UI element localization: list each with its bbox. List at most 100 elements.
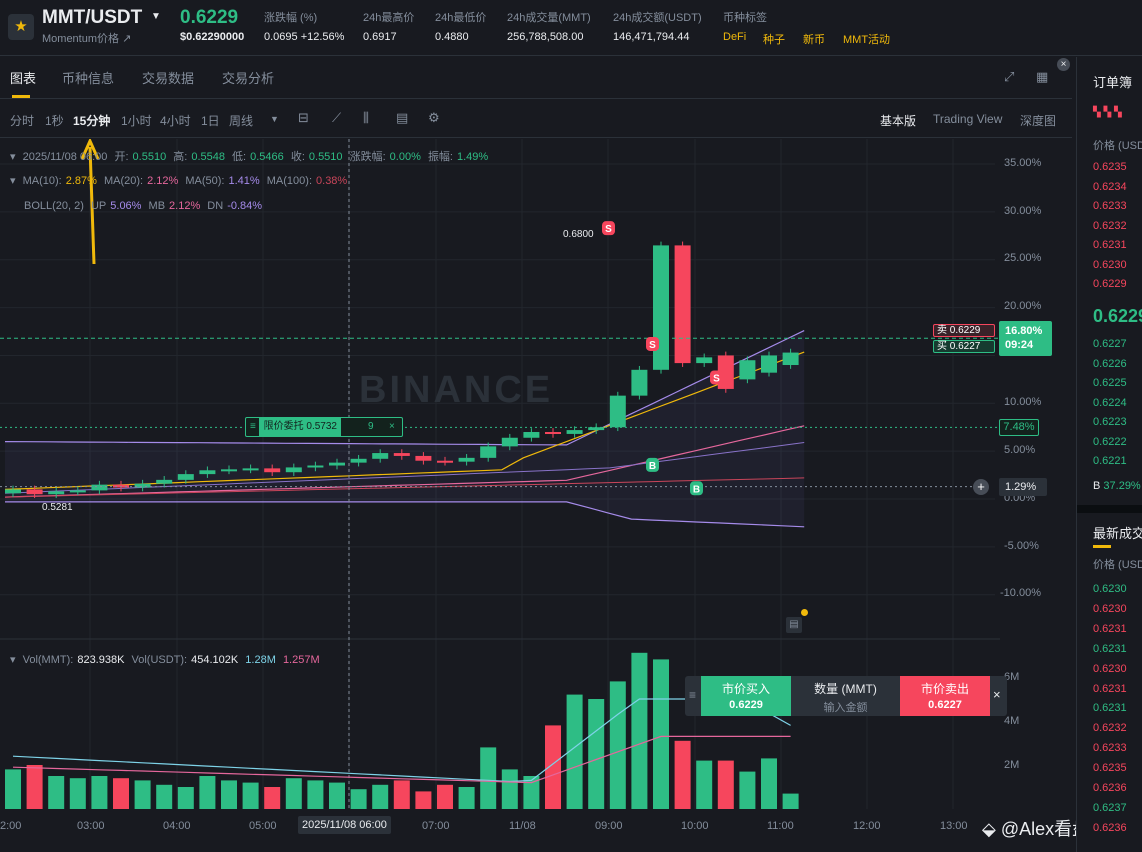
order-label: 限价委托 0.5732 [258,418,341,436]
buy-label: 市价买入 [721,682,770,696]
candle-body [221,469,237,472]
trade-row: 0.6237 [1093,801,1127,814]
draw-tool-icon[interactable]: ⟋ [332,110,342,125]
pair-subtitle-link[interactable]: Momentum价格 ↗ [42,33,132,45]
ma-collapse-icon[interactable]: ▾ [10,175,16,187]
volume-info: ▾ Vol(MMT): 823.938K Vol(USDT): 454.102K 1… [10,653,324,666]
quantity-input[interactable]: 数量 (MMT) 输入金额 [791,676,900,716]
orderbook-panel: 订单簿 ▚ ▚ ▚ 价格 (USD 0.6235 0.6234 0.6233 0.62… [1076,57,1142,852]
y-axis-label: 25.00% [1004,252,1042,264]
volume-bar [782,793,799,809]
candle-body [91,484,108,491]
volume-bar [480,747,497,809]
bid-row[interactable]: 0.6226 [1093,357,1127,370]
notes-icon[interactable]: ▤ [786,617,802,633]
view-tradingview[interactable]: Trading View [933,112,1003,126]
ma50-value: 1.41% [228,175,260,187]
volume-collapse-icon[interactable]: ▾ [10,654,16,666]
bid-row[interactable]: 0.6223 [1093,416,1127,428]
view-depth[interactable]: 深度图 [1020,114,1057,128]
ohlc-collapse-icon[interactable]: ▾ [10,151,16,163]
bid-row[interactable]: 0.6224 [1093,396,1127,409]
ask-row[interactable]: 0.6235 [1093,161,1127,173]
bid-row[interactable]: 0.6225 [1093,377,1127,389]
ohlc-high-label: 高: [173,151,188,163]
vol-axis-label: 2M [1004,759,1020,771]
tab-chart[interactable]: 图表 [10,71,37,86]
boll-lower-line [5,501,805,528]
ask-price-marker: 卖 0.6229 [933,324,995,337]
timeframe-time[interactable]: 分时 [10,114,35,128]
view-basic[interactable]: 基本版 [880,114,917,128]
volume-bar [415,791,432,809]
timeframe-1w[interactable]: 周线 [229,114,254,128]
signal-label: S [605,224,612,235]
indicator-icon[interactable]: ⊟ [298,110,309,125]
tab-coin-info[interactable]: 币种信息 [62,71,115,86]
ask-row[interactable]: 0.6229 [1093,278,1127,290]
bid-row[interactable]: 0.6221 [1093,455,1127,467]
boll-info: BOLL(20, 2) UP 5.06% MB 2.12% DN -0.84% [24,200,266,212]
pair-symbol[interactable]: MMT/USDT [42,7,143,28]
timeframe-1d[interactable]: 1日 [201,114,220,128]
ob-ratio: B 37.29% [1093,480,1141,492]
order-drag-icon[interactable]: ≡ [250,421,256,432]
boll-mid-line [4,425,805,498]
bid-marker-label: 买 [937,341,947,352]
candle-body [609,395,626,428]
pair-dropdown-caret-icon[interactable]: ▼ [151,11,161,22]
ask-row[interactable]: 0.6231 [1093,239,1127,251]
x-axis-label: 12:00 [853,820,881,832]
candle-body [437,460,453,463]
layout-icon[interactable]: ▦ [1036,69,1049,84]
tab-trading-data[interactable]: 交易数据 [142,71,195,86]
timeframe-15m[interactable]: 15分钟 [73,114,111,128]
timeframe-1s[interactable]: 1秒 [45,114,64,128]
timeframe-4h[interactable]: 4小时 [160,114,191,128]
candle-body [545,432,561,435]
candle-body [307,465,324,468]
boll-dn-label: DN [207,200,224,212]
tag-defi[interactable]: DeFi [723,31,747,43]
settings-gear-icon[interactable]: ⚙ [428,110,440,125]
ob-mode-icon[interactable]: ▚ ▚ ▚ [1093,107,1122,118]
tag-seed[interactable]: 种子 [763,34,785,46]
fullscreen-icon[interactable]: ⤢ [1004,69,1015,84]
ma-info: ▾ MA(10): 2.87% MA(20): 2.12% MA(50): 1.41%… [10,174,351,187]
close-panel-icon[interactable]: × [1057,58,1070,71]
bid-row[interactable]: 0.6222 [1093,435,1127,448]
candle-body [480,446,497,458]
y-axis-label: 20.00% [1004,300,1042,312]
signal-badge [710,370,723,385]
tab-trading-analysis[interactable]: 交易分析 [222,71,275,86]
favorite-star-icon[interactable]: ★ [8,14,34,40]
volume-bar [653,659,669,809]
cancel-order-icon[interactable]: × [389,421,395,432]
candlestick-chart[interactable]: S S S B B [0,139,1072,852]
ask-row[interactable]: 0.6230 [1093,258,1127,271]
market-buy-button[interactable]: 市价买入 0.6229 [701,676,791,716]
limit-order-line-label[interactable]: ≡ 限价委托 0.5732 9 × [245,417,403,437]
widget-close-icon[interactable]: × [993,687,1001,702]
vol-ma2-line [12,735,791,784]
tag-campaign[interactable]: MMT活动 [843,34,891,46]
ask-row[interactable]: 0.6234 [1093,180,1127,193]
binance-watermark: BINANCE [359,369,554,411]
candle-body [134,483,151,488]
add-order-plus-icon[interactable]: + [973,479,989,495]
bid-row[interactable]: 0.6227 [1093,338,1127,350]
ask-row[interactable]: 0.6233 [1093,200,1127,212]
ask-row[interactable]: 0.6232 [1093,219,1127,232]
timeframe-more-caret-icon[interactable]: ▼ [270,114,279,124]
candle-body [523,432,540,438]
timeframe-1h[interactable]: 1小时 [121,114,152,128]
market-sell-button[interactable]: 市价卖出 0.6227 [900,676,990,716]
candle-type-icon[interactable]: ⫼ [363,110,369,125]
ma10-value: 2.87% [65,175,97,187]
tag-new[interactable]: 新币 [803,34,825,46]
ohlc-amp-label: 振幅: [427,151,453,163]
signal-label: B [649,461,656,472]
template-icon[interactable]: ▤ [396,110,409,125]
widget-drag-icon[interactable]: ≡ [689,688,697,702]
